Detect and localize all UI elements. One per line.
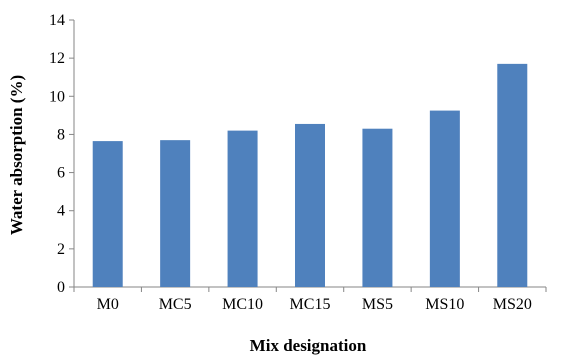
bar-ms5 xyxy=(362,128,393,287)
y-tick-label: 14 xyxy=(49,12,65,29)
plot-area: 0 2 4 6 8 10 12 14 M0 MC5 MC10 MC15 MS5 MS10 MS20 xyxy=(49,12,547,313)
bar-ms10 xyxy=(429,110,460,287)
x-tick-label: MS10 xyxy=(425,296,464,313)
y-tick-label: 6 xyxy=(57,165,65,182)
x-tick-label: MC5 xyxy=(159,296,192,313)
y-tick-label: 10 xyxy=(49,88,65,105)
x-tick-label: MS20 xyxy=(493,296,532,313)
y-tick-label: 4 xyxy=(57,203,65,220)
bar-m0 xyxy=(92,141,123,287)
bar-ms20 xyxy=(497,63,528,287)
bar-mc10 xyxy=(227,130,258,287)
y-tick-label: 12 xyxy=(49,50,65,67)
y-tick-label: 2 xyxy=(57,241,65,258)
x-tick-label: MC10 xyxy=(222,296,263,313)
x-tick-label: MS5 xyxy=(362,296,393,313)
bar-mc5 xyxy=(160,140,191,287)
x-tick-label: M0 xyxy=(97,296,119,313)
x-tick-label: MC15 xyxy=(290,296,331,313)
y-tick-label: 0 xyxy=(57,279,65,296)
x-axis-title: Mix designation xyxy=(250,336,367,355)
y-axis-title: Water absorption (%) xyxy=(7,75,26,235)
bar-mc15 xyxy=(295,123,325,287)
y-tick-label: 8 xyxy=(57,126,65,143)
